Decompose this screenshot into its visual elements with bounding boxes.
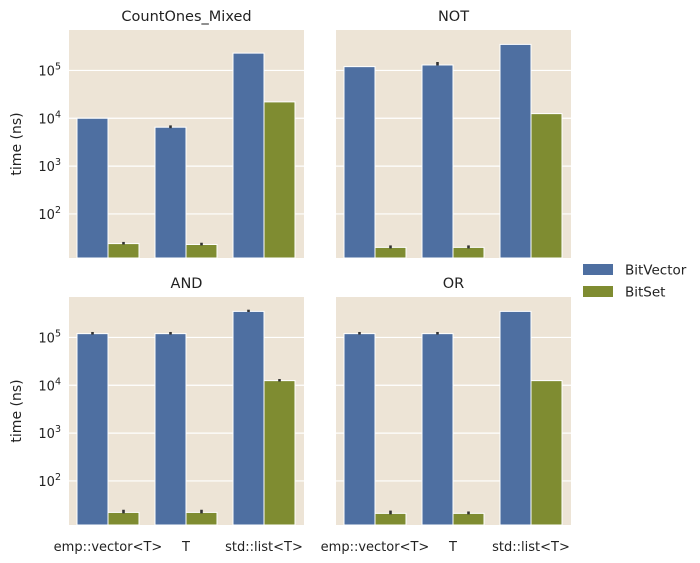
bar-bitset-1 [185, 511, 218, 526]
y-tick-label: 103 [38, 157, 61, 175]
bar-bitvector-1 [421, 64, 454, 259]
y-tick-label: 103 [38, 424, 61, 442]
x-tick-label: T [181, 540, 190, 555]
panel-title: OR [443, 276, 465, 292]
bar-bitset-0 [107, 511, 140, 526]
bar-bitset-1 [185, 243, 218, 259]
y-tick-label: 102 [38, 205, 61, 223]
y-tick-label: 104 [38, 109, 61, 127]
bar-bitvector-0 [76, 333, 109, 526]
bar-bitvector-1 [154, 126, 187, 259]
bar-bitvector-2 [232, 310, 265, 526]
panel-countones-mixed: CountOnes_Mixed 102 103 104 105 [38, 9, 304, 259]
y-axis-title: time (ns) [9, 112, 25, 175]
panel-title: AND [171, 276, 203, 292]
bar-bitvector-0 [76, 117, 109, 259]
panel-title: CountOnes_Mixed [121, 9, 251, 25]
y-axis-title: time (ns) [9, 379, 25, 442]
bar-bitset-2 [263, 101, 296, 259]
bar-bitset-0 [374, 512, 407, 526]
panel-title: NOT [438, 9, 469, 25]
bar-bitset-0 [107, 243, 140, 259]
panel-not: NOT [336, 9, 571, 259]
y-tick-label: 105 [38, 61, 61, 79]
bar-bitset-1 [452, 246, 485, 259]
bar-bitvector-2 [499, 43, 532, 259]
bar-bitset-2 [530, 113, 563, 259]
bar-bitset-0 [374, 246, 407, 259]
legend-label: BitSet [625, 285, 665, 301]
legend-swatch [583, 264, 613, 275]
legend-swatch [583, 286, 613, 297]
x-tick-label: emp::vector<T> [321, 540, 430, 555]
x-tick-label: std::list<T> [492, 540, 570, 555]
bar-bitset-2 [263, 380, 296, 526]
bar-bitvector-0 [343, 66, 376, 259]
legend-entry-bitset: BitSet [583, 285, 665, 301]
bar-bitvector-1 [154, 333, 187, 526]
bar-bitvector-2 [499, 310, 532, 526]
legend-entry-bitvector: BitVector [583, 263, 687, 279]
chart-panels: CountOnes_Mixed 102 103 104 105 NOT AND 102 103 1… [38, 9, 571, 555]
y-axis-titles: time (ns) time (ns) [9, 112, 25, 442]
bar-bitvector-2 [232, 52, 265, 259]
y-tick-label: 102 [38, 472, 61, 490]
legend: BitVector BitSet [583, 263, 687, 301]
bar-bitvector-0 [343, 333, 376, 526]
x-tick-label: T [448, 540, 457, 555]
y-tick-label: 105 [38, 328, 61, 346]
legend-label: BitVector [625, 263, 687, 279]
bar-bitset-1 [452, 512, 485, 526]
y-tick-label: 104 [38, 376, 61, 394]
x-tick-label: emp::vector<T> [54, 540, 163, 555]
x-tick-label: std::list<T> [225, 540, 303, 555]
bar-bitset-2 [530, 380, 563, 526]
bar-bitvector-1 [421, 333, 454, 526]
